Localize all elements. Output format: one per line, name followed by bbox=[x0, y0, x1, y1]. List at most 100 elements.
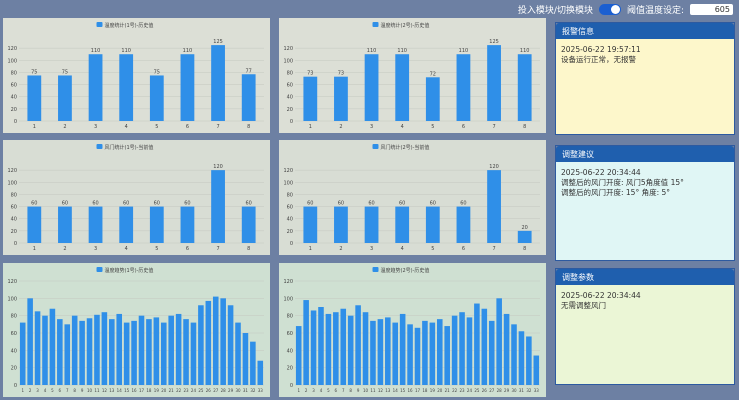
top-bar: 投入模块/切换模块 阈值温度设定: 605 bbox=[518, 2, 733, 16]
value-label: 60 bbox=[31, 201, 37, 207]
x-tick-label: 13 bbox=[109, 388, 115, 393]
bar bbox=[86, 318, 93, 385]
x-tick-label: 32 bbox=[250, 388, 256, 393]
x-tick-label: 7 bbox=[492, 246, 495, 252]
bar bbox=[355, 305, 361, 385]
bar bbox=[303, 206, 318, 243]
bar bbox=[511, 324, 517, 385]
bar bbox=[149, 206, 164, 243]
x-tick-label: 4 bbox=[401, 124, 404, 130]
bar bbox=[198, 305, 204, 385]
value-label: 110 bbox=[520, 48, 530, 54]
x-tick-label: 27 bbox=[213, 388, 219, 393]
legend-swatch bbox=[96, 267, 103, 272]
x-tick-label: 1 bbox=[309, 246, 312, 252]
bar bbox=[526, 336, 532, 385]
x-tick-label: 24 bbox=[467, 388, 473, 393]
x-tick-label: 3 bbox=[94, 124, 97, 130]
x-tick-label: 17 bbox=[139, 388, 145, 393]
y-tick-label: 40 bbox=[287, 95, 293, 101]
bar bbox=[79, 320, 85, 385]
bar bbox=[364, 54, 379, 121]
card-title: 调整建议 bbox=[556, 146, 734, 162]
bar bbox=[407, 324, 413, 385]
x-tick-label: 27 bbox=[489, 388, 495, 393]
x-tick-label: 25 bbox=[474, 388, 480, 393]
card-title: 调整参数 bbox=[556, 269, 734, 285]
y-tick-label: 40 bbox=[11, 217, 17, 223]
bar bbox=[235, 322, 241, 385]
bar bbox=[211, 45, 225, 121]
value-label: 72 bbox=[430, 71, 436, 77]
bar bbox=[395, 54, 410, 121]
y-tick-label: 20 bbox=[287, 107, 293, 113]
y-tick-label: 0 bbox=[14, 383, 17, 389]
y-tick-label: 40 bbox=[287, 348, 293, 354]
value-label: 60 bbox=[307, 201, 313, 207]
y-tick-label: 120 bbox=[283, 168, 293, 174]
x-tick-label: 8 bbox=[523, 124, 526, 130]
value-label: 125 bbox=[489, 39, 499, 45]
toggle[interactable] bbox=[598, 3, 621, 15]
y-tick-label: 120 bbox=[283, 279, 293, 285]
value-label: 110 bbox=[183, 48, 193, 54]
x-tick-label: 4 bbox=[44, 388, 47, 393]
y-tick-label: 20 bbox=[11, 229, 17, 235]
x-tick-label: 3 bbox=[94, 246, 97, 252]
x-tick-label: 33 bbox=[534, 388, 540, 393]
x-tick-label: 1 bbox=[33, 246, 36, 252]
value-label: 60 bbox=[62, 201, 68, 207]
x-tick-label: 25 bbox=[198, 388, 204, 393]
x-tick-label: 30 bbox=[235, 388, 241, 393]
x-tick-label: 7 bbox=[216, 124, 219, 130]
threshold-input[interactable]: 605 bbox=[690, 3, 733, 15]
bar bbox=[487, 45, 501, 121]
bar bbox=[58, 75, 72, 121]
threshold-label: 阈值温度设定: bbox=[626, 5, 684, 16]
bar bbox=[303, 76, 318, 121]
x-tick-label: 1 bbox=[33, 124, 36, 130]
bar bbox=[88, 54, 103, 121]
bar-chart: 风门统计(2号)-当前值 0 20 40 60 80 100 120 60 1 60 2 60 3 60 4 6… bbox=[279, 140, 546, 255]
card-line: 调整后的风门开度: 风门5角度值 15° bbox=[561, 178, 684, 187]
bar bbox=[149, 75, 164, 121]
bar bbox=[310, 310, 317, 385]
x-tick-label: 6 bbox=[59, 388, 62, 393]
value-label: 120 bbox=[213, 164, 223, 170]
y-tick-label: 0 bbox=[290, 241, 293, 247]
x-tick-label: 3 bbox=[312, 388, 315, 393]
x-tick-label: 20 bbox=[437, 388, 443, 393]
x-tick-label: 7 bbox=[66, 388, 69, 393]
x-tick-label: 6 bbox=[462, 124, 465, 130]
x-tick-label: 7 bbox=[216, 246, 219, 252]
bar bbox=[517, 54, 532, 121]
x-tick-label: 5 bbox=[155, 246, 158, 252]
x-tick-label: 1 bbox=[297, 388, 300, 393]
legend-swatch bbox=[372, 22, 379, 27]
y-tick-label: 0 bbox=[290, 383, 293, 389]
bar bbox=[503, 313, 510, 385]
value-label: 60 bbox=[184, 201, 190, 207]
x-tick-label: 9 bbox=[81, 388, 84, 393]
x-tick-label: 1 bbox=[21, 388, 24, 393]
legend-swatch bbox=[96, 22, 103, 27]
x-tick-label: 1 bbox=[309, 124, 312, 130]
bar bbox=[180, 206, 195, 243]
legend-title: 风门统计(1号)-当前值 bbox=[105, 144, 154, 151]
info-card: 报警信息 2025-06-22 19:57:11 设备运行正常，无报警 bbox=[555, 22, 735, 135]
y-tick-label: 120 bbox=[283, 46, 293, 52]
x-tick-label: 7 bbox=[342, 388, 345, 393]
bar bbox=[146, 319, 152, 385]
value-label: 120 bbox=[489, 164, 499, 170]
bar bbox=[119, 206, 134, 243]
value-label: 110 bbox=[397, 48, 407, 54]
value-label: 125 bbox=[213, 39, 223, 45]
x-tick-label: 11 bbox=[94, 388, 100, 393]
bar bbox=[58, 206, 72, 243]
card-line: 2025-06-22 20:34:44 bbox=[561, 168, 641, 177]
y-tick-label: 100 bbox=[7, 296, 17, 302]
bar bbox=[399, 313, 406, 385]
y-tick-label: 100 bbox=[283, 180, 293, 186]
x-tick-label: 21 bbox=[445, 388, 451, 393]
